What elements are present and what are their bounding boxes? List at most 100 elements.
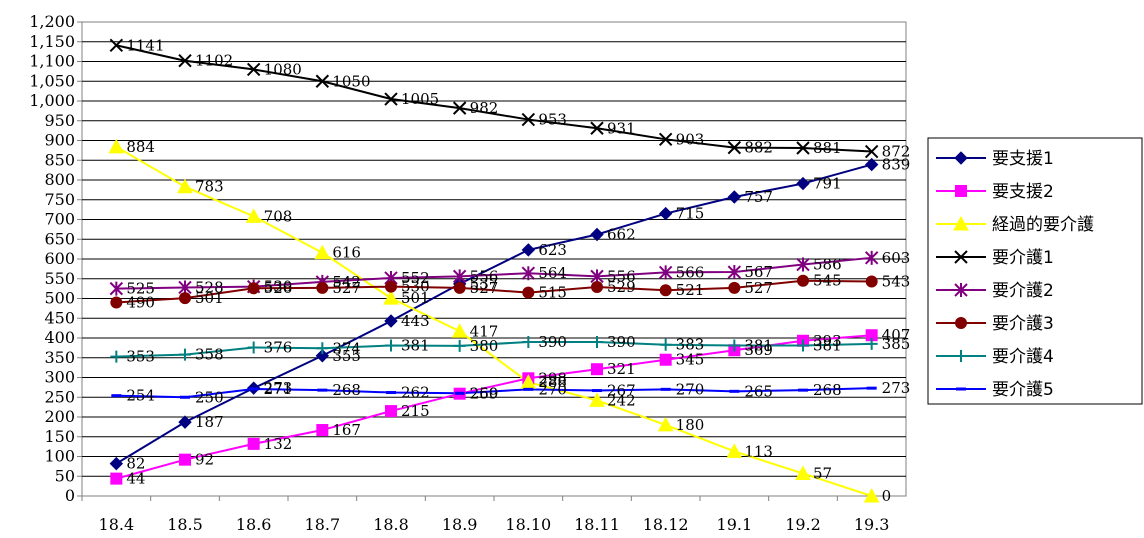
data-label: 1080 xyxy=(264,60,302,78)
data-point-marker xyxy=(179,453,191,466)
data-point-marker xyxy=(248,387,259,391)
y-tick-label: 950 xyxy=(44,111,75,130)
data-point-marker xyxy=(590,121,604,135)
data-point-marker xyxy=(658,265,673,280)
data-label: 537 xyxy=(470,275,499,293)
series-lines xyxy=(115,44,872,497)
data-point-marker xyxy=(247,282,260,295)
data-label: 355 xyxy=(332,347,361,365)
y-tick-label: 550 xyxy=(44,269,75,288)
data-point-marker xyxy=(315,74,330,88)
data-point-marker xyxy=(954,283,968,297)
data-labels: 82 187 273 355 443 537 623 662 715 757 791 839 44 92 1… xyxy=(126,36,910,505)
data-point-marker xyxy=(384,314,398,328)
data-point-marker xyxy=(110,350,123,363)
data-point-marker xyxy=(523,387,534,391)
data-point-marker xyxy=(728,339,741,352)
data-label: 268 xyxy=(332,381,361,399)
y-tick-label: 750 xyxy=(44,190,75,209)
series-line xyxy=(115,145,872,497)
data-point-marker xyxy=(954,250,968,264)
data-label: 390 xyxy=(538,333,567,351)
y-tick-label: 250 xyxy=(44,387,75,406)
x-tick-label: 18.9 xyxy=(442,515,478,534)
y-tick-label: 300 xyxy=(44,368,75,387)
data-label: 381 xyxy=(744,337,773,355)
x-tick-label: 19.3 xyxy=(854,515,890,534)
data-point-marker xyxy=(109,281,124,296)
data-label: 167 xyxy=(332,421,361,439)
data-point-marker xyxy=(522,335,535,348)
data-point-marker xyxy=(728,281,741,294)
legend-label: 要介護3 xyxy=(992,314,1054,334)
data-label: 267 xyxy=(607,382,636,400)
x-tick-label: 18.7 xyxy=(305,515,341,534)
data-label: 1005 xyxy=(401,90,439,108)
data-point-marker xyxy=(795,465,811,480)
data-point-marker xyxy=(863,487,880,503)
data-label: 385 xyxy=(882,335,911,353)
data-label: 542 xyxy=(332,273,361,291)
data-label: 501 xyxy=(401,289,430,307)
data-label: 407 xyxy=(882,326,911,344)
data-point-marker xyxy=(797,339,809,352)
data-label: 623 xyxy=(538,241,567,259)
y-tick-label: 650 xyxy=(44,229,75,248)
data-point-marker xyxy=(317,388,328,392)
data-point-marker xyxy=(521,243,536,257)
data-label: 321 xyxy=(607,360,636,378)
data-point-marker xyxy=(246,62,261,77)
series-line xyxy=(116,387,872,399)
data-point-marker xyxy=(177,178,193,194)
legend-label: 要介護4 xyxy=(992,347,1054,367)
data-point-marker xyxy=(798,388,808,392)
data-point-marker xyxy=(729,389,740,393)
data-point-marker xyxy=(864,250,879,265)
data-label: 1102 xyxy=(195,52,233,70)
data-point-marker xyxy=(591,335,603,348)
data-label: 526 xyxy=(264,279,293,297)
data-label: 393 xyxy=(813,332,842,350)
data-label: 603 xyxy=(882,249,911,267)
data-label: 180 xyxy=(676,416,705,434)
series-markers xyxy=(108,38,880,503)
data-point-marker xyxy=(110,296,123,309)
data-point-marker xyxy=(179,348,191,361)
series-line xyxy=(116,44,872,153)
data-point-marker xyxy=(385,339,397,352)
y-tick-label: 900 xyxy=(44,131,75,150)
data-point-marker xyxy=(659,284,672,297)
data-label: 903 xyxy=(676,130,705,148)
data-point-marker xyxy=(247,437,260,450)
data-label: 390 xyxy=(607,333,636,351)
data-label: 271 xyxy=(264,380,293,398)
data-label: 527 xyxy=(744,279,773,297)
data-label: 528 xyxy=(195,278,224,296)
y-tick-label: 350 xyxy=(44,348,75,367)
y-tick-label: 800 xyxy=(44,170,75,189)
data-label: 567 xyxy=(744,263,773,281)
y-tick-label: 1,050 xyxy=(29,71,75,90)
data-label: 530 xyxy=(264,278,293,296)
data-label: 215 xyxy=(401,402,430,420)
data-label: 376 xyxy=(264,338,293,356)
data-label: 501 xyxy=(195,289,224,307)
data-label: 757 xyxy=(744,188,773,206)
y-tick-label: 1,000 xyxy=(29,91,75,110)
data-label: 273 xyxy=(882,379,911,397)
data-point-marker xyxy=(386,391,396,395)
data-point-marker xyxy=(956,387,966,391)
data-label: 543 xyxy=(882,273,911,291)
data-label: 783 xyxy=(195,178,224,196)
data-point-marker xyxy=(521,266,536,281)
data-point-marker xyxy=(316,281,329,294)
legend-box xyxy=(927,137,1143,405)
data-point-marker xyxy=(659,338,672,351)
x-tick-label: 18.11 xyxy=(574,515,620,534)
x-tick-label: 19.1 xyxy=(717,515,753,534)
data-point-marker xyxy=(955,350,967,362)
y-tick-label: 150 xyxy=(44,427,75,446)
data-point-marker xyxy=(316,424,329,437)
